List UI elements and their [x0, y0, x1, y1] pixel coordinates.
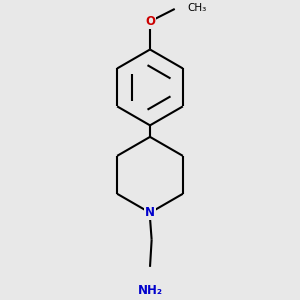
Text: O: O	[145, 15, 155, 28]
Text: NH₂: NH₂	[137, 284, 163, 297]
Text: N: N	[145, 206, 155, 219]
Text: CH₃: CH₃	[187, 3, 206, 13]
